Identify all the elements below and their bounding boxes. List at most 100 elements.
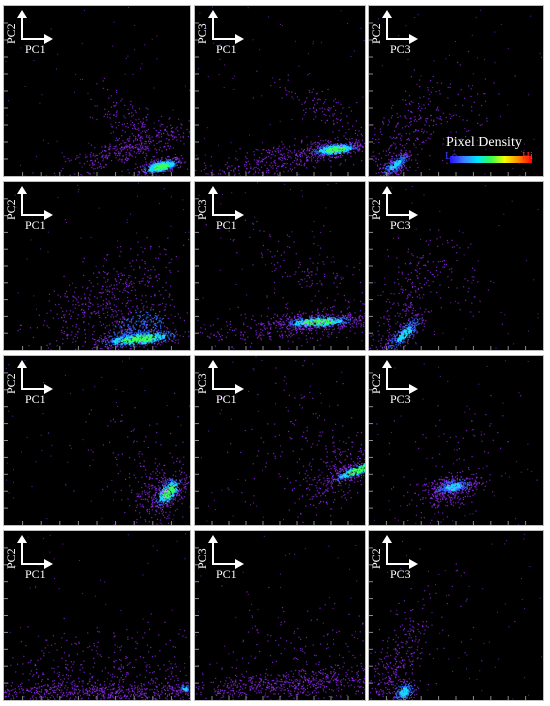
data-point (108, 335, 110, 337)
data-point (326, 321, 328, 324)
data-point (245, 156, 247, 158)
data-point (326, 146, 328, 148)
data-point (415, 170, 417, 171)
data-point (145, 325, 147, 327)
data-point (239, 175, 241, 176)
data-point (134, 346, 136, 349)
data-point (163, 162, 165, 164)
data-point (105, 281, 107, 283)
data-point (97, 340, 99, 342)
data-point (389, 163, 391, 165)
data-point (350, 56, 352, 57)
data-point (120, 159, 122, 161)
data-point (127, 149, 129, 151)
data-point (113, 287, 115, 289)
data-point (277, 147, 279, 149)
data-point (150, 340, 152, 343)
data-point (94, 296, 96, 298)
data-point (417, 138, 419, 140)
data-point (353, 143, 355, 145)
data-point (158, 314, 160, 316)
data-point (294, 167, 296, 169)
data-point (301, 318, 304, 320)
data-point (168, 139, 170, 141)
data-point (72, 341, 74, 343)
data-point (231, 329, 234, 331)
data-point (145, 143, 147, 145)
data-point (453, 246, 455, 248)
data-point (130, 330, 133, 332)
data-point (321, 319, 323, 321)
data-point (53, 290, 55, 292)
data-point (324, 318, 327, 321)
data-point (56, 140, 58, 142)
data-point (257, 160, 259, 162)
data-point (275, 268, 277, 270)
data-point (404, 157, 406, 159)
data-point (159, 129, 162, 131)
data-point (390, 166, 392, 168)
data-point (395, 146, 397, 148)
data-point (104, 146, 106, 148)
data-point (67, 300, 70, 302)
data-point (278, 323, 280, 325)
data-point (172, 109, 174, 111)
data-point (135, 309, 137, 311)
data-point (116, 91, 118, 93)
data-point (244, 163, 246, 166)
data-point (86, 288, 88, 290)
data-point (268, 149, 270, 151)
data-point (276, 330, 279, 333)
data-point (308, 152, 311, 154)
data-point (317, 150, 319, 152)
data-point (54, 175, 56, 176)
data-point (332, 115, 334, 117)
data-point (273, 264, 275, 266)
scatter-plot (4, 182, 190, 350)
data-point (407, 169, 409, 171)
data-point (530, 15, 532, 17)
data-point (312, 324, 315, 326)
data-point (438, 90, 440, 92)
data-point (167, 161, 170, 164)
data-point (340, 143, 342, 146)
data-point (127, 158, 129, 160)
data-point (313, 321, 315, 323)
data-point (455, 41, 456, 42)
data-point (262, 244, 264, 247)
data-point (276, 167, 278, 169)
data-point (147, 334, 150, 337)
data-point (144, 140, 146, 142)
data-point (344, 149, 347, 152)
data-point (291, 326, 293, 328)
data-point (177, 167, 179, 169)
data-point (129, 333, 131, 335)
data-point (266, 167, 268, 169)
data-point (380, 171, 382, 173)
data-point (495, 347, 497, 349)
data-point (346, 149, 348, 152)
data-point (108, 97, 110, 99)
data-point (309, 91, 311, 93)
data-point (137, 334, 140, 337)
data-point (212, 324, 214, 326)
data-point (114, 310, 116, 312)
data-point (74, 296, 76, 298)
data-point (147, 170, 149, 172)
data-point (170, 124, 172, 126)
data-point (354, 319, 356, 321)
data-point (127, 55, 129, 57)
data-point (140, 68, 141, 70)
data-point (235, 284, 237, 285)
data-point (140, 143, 143, 145)
data-point (274, 155, 276, 157)
data-point (385, 167, 387, 169)
data-point (252, 222, 254, 224)
data-point (102, 160, 104, 162)
data-point (296, 152, 298, 155)
data-point (326, 314, 328, 316)
data-point (81, 166, 83, 168)
data-point (421, 148, 423, 150)
data-point (109, 152, 111, 154)
data-point (412, 131, 415, 133)
